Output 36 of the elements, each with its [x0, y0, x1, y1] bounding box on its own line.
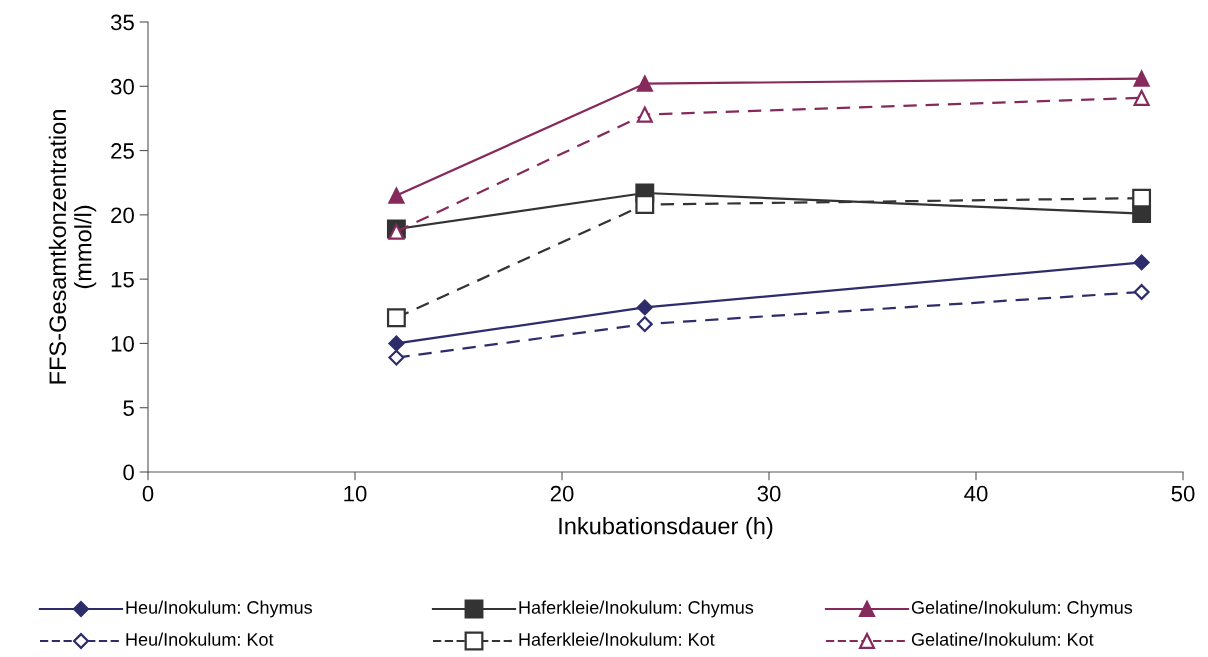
legend-label: Gelatine/Inokulum: Chymus [911, 600, 1133, 618]
y-tick-label: 10 [111, 335, 134, 352]
x-tick-label: 20 [550, 485, 574, 502]
point [388, 349, 405, 366]
point [388, 335, 405, 352]
legend-label: Heu/Inokulum: Kot [126, 632, 274, 646]
point [636, 106, 653, 123]
x-tick-label: 30 [757, 485, 781, 502]
y-tick-label: 20 [111, 207, 134, 224]
y-tick-label: 35 [110, 14, 134, 31]
legend-label: Haferkleie/Inokulum: Chymus [519, 600, 754, 618]
y-tick-label: 30 [110, 78, 134, 95]
y-tick-label: 15 [111, 271, 134, 288]
point [1133, 254, 1150, 271]
x-tick-label: 50 [1171, 485, 1195, 502]
y-axis-title: FFS-Gesamtkonzentration (mmol/l) [48, 110, 97, 384]
y-tick-label: 5 [123, 400, 134, 416]
point [635, 195, 655, 215]
legend-label: Gelatine/Inokulum: Kot [911, 632, 1094, 646]
legend-label: Heu/Inokulum: Chymus [126, 600, 312, 618]
y-tick-label: 0 [123, 464, 134, 481]
legend-label: Haferkleie/Inokulum: Kot [519, 632, 715, 646]
point [636, 316, 653, 333]
point [388, 187, 405, 204]
point [386, 308, 406, 328]
point [636, 299, 653, 316]
point [1133, 70, 1150, 87]
point [636, 75, 653, 92]
x-tick-label: 0 [142, 485, 154, 502]
point [1133, 89, 1150, 106]
point [1133, 284, 1150, 300]
point [1132, 188, 1152, 208]
y-tick-label: 25 [111, 143, 134, 159]
x-tick-label: 10 [344, 485, 367, 502]
x-axis-title: Inkubationsdauer (h) [559, 517, 773, 540]
x-tick-label: 40 [964, 485, 988, 502]
